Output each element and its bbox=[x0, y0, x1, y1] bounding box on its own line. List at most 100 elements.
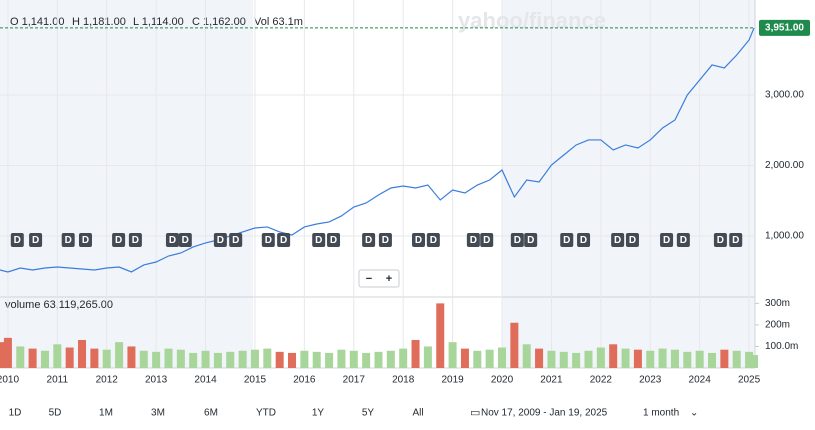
dividend-label: D bbox=[732, 235, 739, 246]
volume-bar bbox=[65, 347, 74, 368]
dividend-label: D bbox=[470, 235, 477, 246]
ohlc-open: O 1,141.00 bbox=[10, 16, 64, 28]
volume-bar bbox=[745, 351, 754, 368]
dividend-marker[interactable] bbox=[676, 233, 690, 247]
dividend-marker[interactable] bbox=[577, 233, 591, 247]
volume-bar bbox=[498, 347, 507, 368]
y-tick-label: 200m bbox=[765, 320, 790, 331]
volume-bar bbox=[226, 351, 235, 368]
dividend-label: D bbox=[280, 235, 287, 246]
x-tick-label: 2010 bbox=[0, 375, 19, 386]
dividend-label: D bbox=[415, 235, 422, 246]
range-button[interactable]: 1D bbox=[9, 408, 22, 419]
dividend-marker[interactable] bbox=[178, 233, 192, 247]
ohlc-close: C 1,162.00 bbox=[192, 16, 246, 28]
volume-bar bbox=[16, 346, 25, 368]
dividend-marker[interactable] bbox=[213, 233, 227, 247]
dividend-marker[interactable] bbox=[29, 233, 43, 247]
x-tick-label: 2014 bbox=[194, 375, 217, 386]
dividend-marker[interactable] bbox=[378, 233, 392, 247]
dividend-marker[interactable] bbox=[713, 233, 727, 247]
dividend-marker[interactable] bbox=[412, 233, 426, 247]
volume-bar bbox=[460, 348, 469, 368]
dividend-marker[interactable] bbox=[112, 233, 126, 247]
x-tick-label: 2020 bbox=[491, 375, 514, 386]
x-tick-label: 2018 bbox=[392, 375, 415, 386]
volume-bar bbox=[250, 349, 259, 368]
ohlc-volume: Vol 63.1m bbox=[254, 16, 303, 28]
volume-bar bbox=[115, 342, 124, 368]
dividend-marker[interactable] bbox=[261, 233, 275, 247]
volume-bar bbox=[40, 350, 49, 368]
volume-bar bbox=[547, 350, 556, 368]
interval-select[interactable]: 1 month bbox=[643, 408, 679, 419]
dividend-label: D bbox=[169, 235, 176, 246]
dividend-marker[interactable] bbox=[625, 233, 639, 247]
dividend-marker[interactable] bbox=[165, 233, 179, 247]
range-button[interactable]: 3M bbox=[151, 408, 165, 419]
dividend-marker[interactable] bbox=[78, 233, 92, 247]
zoom-in[interactable]: + bbox=[386, 273, 392, 285]
dividend-marker[interactable] bbox=[362, 233, 376, 247]
dividend-marker[interactable] bbox=[466, 233, 480, 247]
dividend-marker[interactable] bbox=[524, 233, 538, 247]
volume-bar bbox=[535, 348, 544, 368]
dividend-label: D bbox=[717, 235, 724, 246]
dividend-marker[interactable] bbox=[327, 233, 341, 247]
dividend-marker[interactable] bbox=[10, 233, 24, 247]
dividend-label: D bbox=[115, 235, 122, 246]
date-range[interactable]: Nov 17, 2009 - Jan 19, 2025 bbox=[481, 408, 608, 419]
volume-bar bbox=[325, 352, 334, 368]
volume-bar bbox=[28, 348, 37, 368]
dividend-label: D bbox=[483, 235, 490, 246]
y-tick-label: 3,000.00 bbox=[765, 90, 804, 101]
dividend-marker[interactable] bbox=[312, 233, 326, 247]
range-button[interactable]: 1M bbox=[99, 408, 113, 419]
dividend-label: D bbox=[563, 235, 570, 246]
dividend-label: D bbox=[629, 235, 636, 246]
dividend-marker[interactable] bbox=[611, 233, 625, 247]
range-button[interactable]: 5Y bbox=[362, 408, 375, 419]
range-button[interactable]: 5D bbox=[49, 408, 62, 419]
x-tick-label: 2016 bbox=[293, 375, 316, 386]
dividend-label: D bbox=[430, 235, 437, 246]
volume-bar bbox=[436, 303, 445, 368]
calendar-icon: ▭ bbox=[470, 407, 480, 419]
dividend-marker[interactable] bbox=[660, 233, 674, 247]
dividend-marker[interactable] bbox=[277, 233, 291, 247]
x-tick-label: 2011 bbox=[47, 375, 69, 386]
volume-bar bbox=[201, 350, 210, 368]
dividend-marker[interactable] bbox=[128, 233, 142, 247]
dividend-label: D bbox=[217, 235, 224, 246]
volume-bar bbox=[337, 349, 346, 368]
volume-bar bbox=[386, 350, 395, 368]
dividend-marker[interactable] bbox=[61, 233, 75, 247]
x-tick-label: 2022 bbox=[590, 375, 613, 386]
range-button[interactable]: YTD bbox=[256, 408, 276, 419]
dropdown-caret: ⌄ bbox=[690, 408, 698, 419]
volume-bar bbox=[720, 349, 729, 368]
dividend-marker[interactable] bbox=[480, 233, 494, 247]
dividend-marker[interactable] bbox=[426, 233, 440, 247]
volume-bar bbox=[312, 351, 321, 368]
zoom-out[interactable]: − bbox=[366, 273, 372, 285]
dividend-marker[interactable] bbox=[229, 233, 243, 247]
range-button[interactable]: 1Y bbox=[312, 408, 325, 419]
volume-title: volume 63,119,265.00 bbox=[5, 299, 113, 311]
dividend-label: D bbox=[514, 235, 521, 246]
x-tick-label: 2025 bbox=[738, 375, 761, 386]
dividend-marker[interactable] bbox=[510, 233, 524, 247]
volume-bar bbox=[300, 350, 309, 368]
volume-bar bbox=[127, 346, 136, 368]
range-button[interactable]: All bbox=[412, 408, 423, 419]
dividend-marker[interactable] bbox=[729, 233, 743, 247]
volume-bar bbox=[238, 350, 247, 368]
dividend-marker[interactable] bbox=[560, 233, 574, 247]
volume-bar bbox=[633, 349, 642, 368]
volume-bar bbox=[349, 350, 358, 368]
range-button[interactable]: 6M bbox=[204, 408, 218, 419]
volume-bar bbox=[0, 342, 4, 368]
zoom-box bbox=[358, 269, 400, 288]
